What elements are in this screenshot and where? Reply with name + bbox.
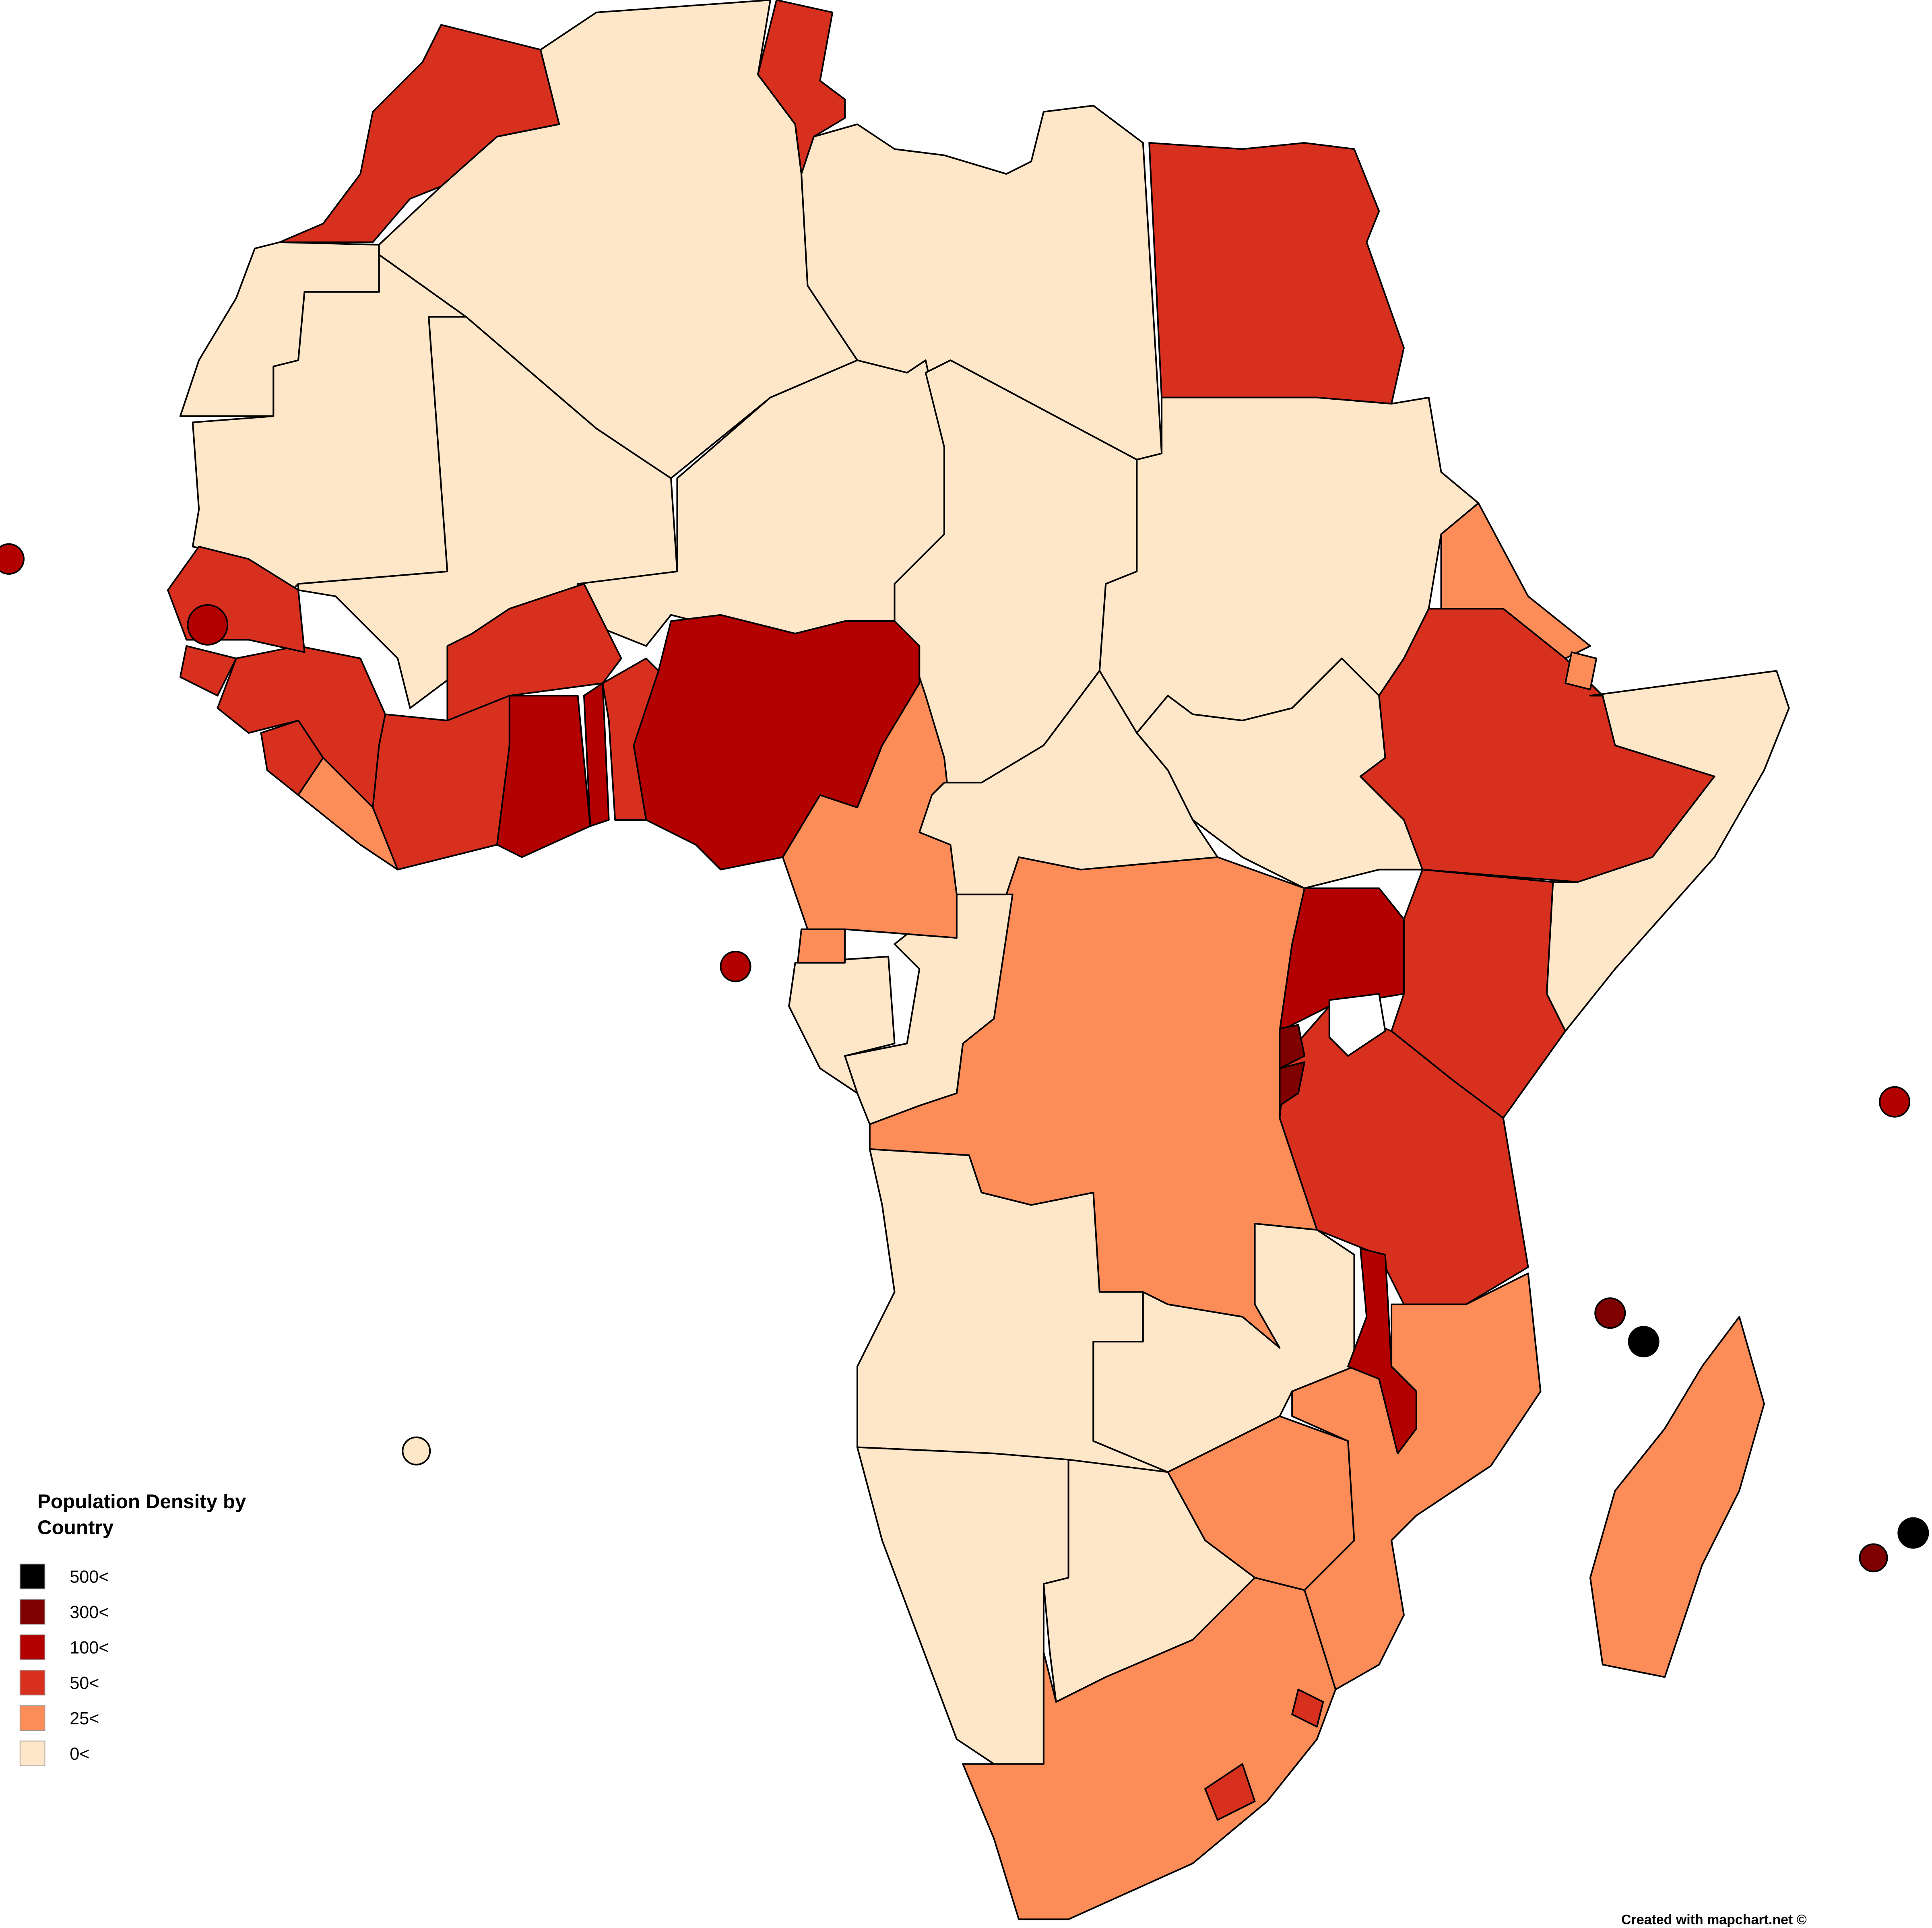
country	[1628, 1326, 1660, 1358]
country	[1565, 651, 1598, 690]
country	[797, 928, 846, 964]
legend-label: 300<	[70, 1603, 109, 1622]
country	[187, 604, 229, 646]
legend-swatch	[19, 1670, 45, 1696]
country	[788, 956, 896, 1094]
credit: Created with mapchart.net ©	[1621, 1912, 1807, 1928]
country	[1291, 1689, 1324, 1728]
country	[1347, 1247, 1417, 1455]
country	[602, 657, 660, 821]
legend-title-line: Country	[37, 1517, 114, 1539]
legend-label: 0<	[70, 1744, 89, 1764]
country	[962, 1577, 1337, 1920]
country	[372, 695, 510, 871]
country	[179, 645, 237, 697]
country	[297, 757, 399, 871]
legend-label: 100<	[70, 1638, 109, 1658]
country	[1589, 1316, 1765, 1678]
legend-swatch	[19, 1563, 45, 1589]
legend-title-line: Population Density by	[37, 1490, 246, 1513]
country	[720, 951, 751, 983]
legend-swatch	[19, 1599, 45, 1625]
legend: 500< 300< 100< 50< 25< 0<	[19, 1563, 109, 1767]
legend-label: 500<	[70, 1567, 109, 1587]
legend-label: 25<	[70, 1709, 99, 1728]
country	[1148, 142, 1405, 405]
country	[0, 543, 25, 575]
country	[583, 682, 610, 827]
legend-swatch	[19, 1634, 45, 1660]
country	[856, 1446, 1069, 1765]
legend-title: Population Density by Country	[37, 1490, 246, 1539]
country	[1859, 1543, 1888, 1573]
country	[1897, 1517, 1929, 1549]
country	[919, 670, 1218, 896]
country	[1204, 1763, 1256, 1821]
lake	[1328, 993, 1386, 1057]
country	[844, 894, 1013, 1125]
country	[1594, 1297, 1626, 1329]
legend-swatch	[19, 1705, 45, 1731]
country	[1878, 1086, 1911, 1118]
legend-label: 50<	[70, 1674, 99, 1693]
legend-swatch	[19, 1740, 45, 1767]
country	[757, 0, 846, 175]
country	[496, 695, 591, 858]
country	[402, 1436, 431, 1466]
country	[378, 0, 858, 479]
